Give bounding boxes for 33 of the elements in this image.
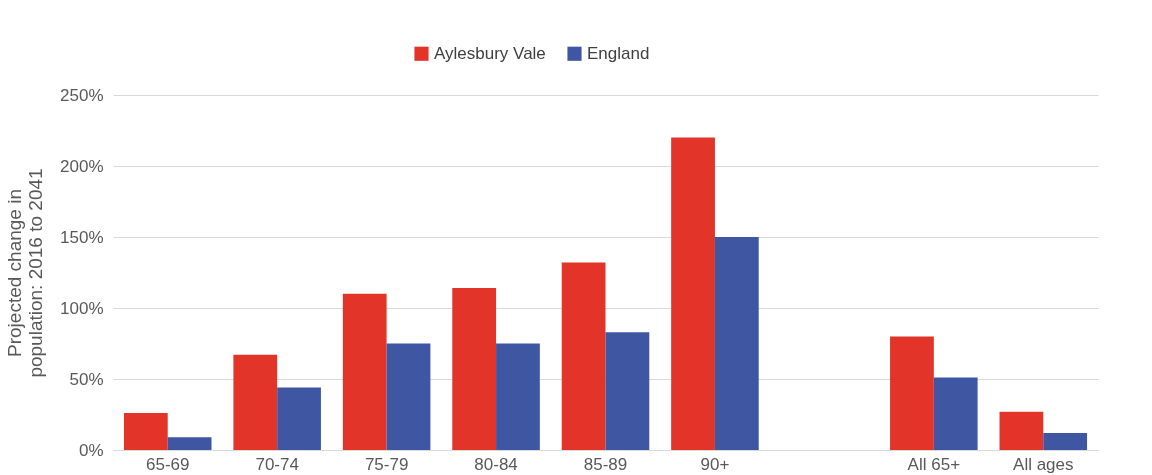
bar [1043,432,1088,450]
x-tick-label: 85-89 [583,454,628,474]
legend-label: Aylesbury Vale [434,43,546,63]
x-tick-label: 80-84 [474,454,518,474]
x-tick-label: 70-74 [255,454,299,474]
bar [386,343,431,450]
legend-label: England [587,43,650,63]
y-tick-label: 50% [69,369,104,389]
x-tick-label: 75-79 [364,454,409,474]
bar [496,343,540,450]
bar [933,377,978,450]
x-tick-label: 90+ [700,454,730,474]
x-tick-label: All 65+ [907,454,961,474]
bar [233,354,278,450]
y-tick-label: 250% [60,85,104,105]
bar [342,293,387,450]
bar [890,336,934,450]
bar [671,137,715,450]
x-tick-label: 65-69 [145,454,190,474]
bar [605,332,650,450]
y-tick-label: 0% [78,440,104,460]
bar [714,237,759,450]
bar [452,288,497,450]
y-tick-label: 150% [60,227,104,247]
bar [561,262,606,450]
bar [277,387,321,450]
y-tick-label: 100% [60,298,104,318]
bar [999,411,1044,450]
y-axis-title: Projected change in population: 2016 to 2041 [4,168,47,378]
x-tick-label: All ages [1013,454,1074,474]
bar [123,413,168,450]
y-tick-label: 200% [60,156,104,176]
bar [167,437,212,450]
